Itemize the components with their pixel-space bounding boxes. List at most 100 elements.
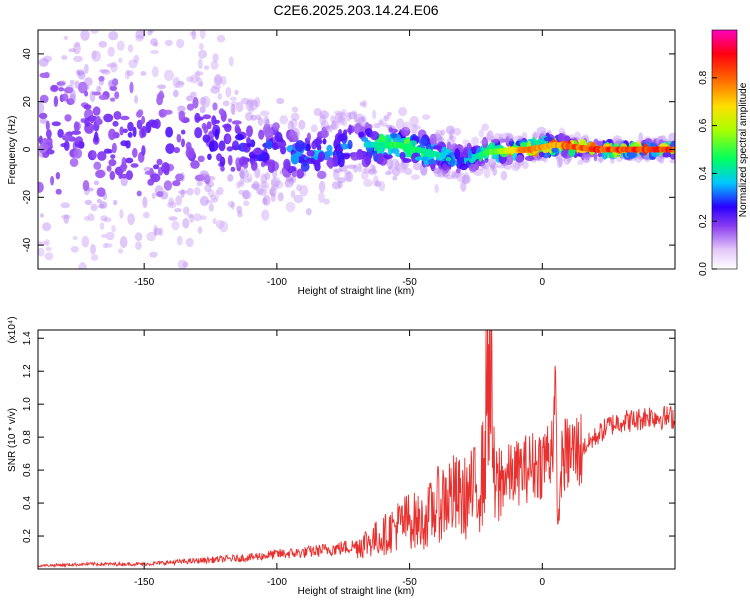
spectrogram-cell [61, 55, 68, 60]
spectrogram-cell [172, 76, 180, 89]
spectrogram-cells [38, 30, 675, 269]
spectrogram-cell [125, 140, 131, 149]
spectrogram-cell [463, 171, 470, 183]
spectrogram-cell [322, 130, 329, 138]
y-tick-label: 1.2 [22, 364, 33, 378]
spectrogram-cell [216, 34, 226, 43]
spectrogram-cell [97, 151, 107, 161]
spectrogram-cell [69, 93, 76, 105]
spectrogram-cell [662, 151, 672, 158]
spectrogram-cell [270, 179, 279, 188]
spectrogram-cell [254, 96, 261, 108]
spectrogram-cell [72, 235, 78, 241]
spectrogram-cell [385, 170, 391, 176]
spectrogram-cell [99, 201, 108, 209]
spectrogram-cell [505, 133, 510, 144]
spectrogram-cell [63, 214, 69, 224]
spectrogram-cell [81, 84, 90, 91]
y-tick-label: 1.4 [22, 331, 33, 345]
spectrogram-cell [372, 109, 377, 120]
spectrogram-cell [181, 138, 185, 148]
spectrogram-cell [98, 79, 104, 86]
spectrogram-cell [488, 157, 497, 169]
spectrogram-cell [442, 163, 448, 171]
spectrogram-cell [347, 139, 353, 150]
spectrogram-cell [135, 30, 146, 40]
spectrogram-cell [135, 34, 144, 42]
spectrogram-cell [420, 156, 430, 162]
spectrogram-cell [182, 261, 189, 268]
spectrogram-cell [489, 164, 495, 171]
spectrogram-cell [410, 124, 418, 136]
x-tick-label: -100 [267, 277, 287, 288]
spectrogram-cell [89, 115, 95, 124]
spectrogram-cell [298, 119, 306, 130]
spectrogram-cell [40, 241, 48, 246]
spectrogram-cell [378, 181, 386, 192]
spectrogram-cell [210, 194, 216, 201]
spectrogram-cell [236, 205, 242, 213]
spectrogram-cell [94, 131, 99, 143]
spectrogram-cell [46, 139, 53, 148]
spectrogram-cell [202, 134, 211, 143]
spectrogram-cell [195, 70, 201, 82]
spectrogram-cell [342, 118, 348, 127]
spectrogram-cell [250, 183, 260, 189]
spectrogram-cell [353, 111, 358, 123]
spectrogram-cell [343, 129, 348, 136]
spectrogram-cell [136, 190, 142, 197]
spectrogram-cell [107, 80, 113, 88]
spectrogram-cell [383, 154, 393, 159]
spectrogram-cell [149, 30, 155, 33]
spectrogram-cell [239, 168, 249, 180]
spectrogram-cell [310, 124, 318, 133]
spectrogram-panel: -150 -100 -50 0 -40 -20 0 20 40 Height of strai… [7, 29, 676, 297]
spectrogram-cell [242, 164, 248, 169]
spectrogram-cell [236, 181, 241, 189]
spectrogram-cell [251, 160, 258, 171]
spectrogram-cell [522, 161, 529, 169]
spectrogram-cell [364, 156, 372, 166]
spectrogram-cell [403, 121, 412, 131]
spectrogram-cell [220, 75, 227, 86]
spectrogram-cell [96, 198, 102, 204]
spectrogram-cell [38, 58, 49, 67]
spectrogram-cell [538, 151, 545, 158]
colorbar-label: Normalized spectral amplitude [738, 82, 749, 217]
spectrogram-cell [390, 132, 398, 139]
spectrogram-cell [276, 97, 285, 105]
spectrogram-cell [214, 128, 220, 141]
spectrogram-cell [186, 95, 193, 102]
spectrogram-cell [125, 69, 130, 80]
spectrogram-cell [177, 81, 185, 86]
spectrogram-cell [337, 115, 345, 126]
spectrogram-cell [387, 157, 394, 170]
spectrogram-cell [118, 57, 123, 64]
spectrogram-cell [186, 76, 194, 83]
spectrogram-cell [356, 148, 364, 161]
snr-scale-note: (x10⁴) [7, 316, 18, 343]
spectrogram-cell [69, 79, 75, 86]
spectrogram-cell [189, 74, 199, 84]
spectrogram-cell [153, 225, 158, 236]
spectrogram-cell [290, 112, 300, 122]
spectrogram-cell [340, 109, 347, 116]
spectrogram-cell [177, 259, 188, 269]
spectrogram-cell [272, 122, 280, 131]
spectrogram-cell [520, 142, 528, 148]
spectrogram-cell [199, 43, 204, 50]
spectrogram-cell [395, 118, 405, 131]
spectrogram-cell [434, 183, 439, 194]
spectrogram-cell [198, 58, 203, 70]
spectrogram-cell [246, 98, 254, 108]
spectrogram-cell [78, 81, 88, 94]
spectrogram-cell [63, 140, 70, 151]
spectrogram-cell [242, 189, 250, 200]
spectrogram-cell [147, 30, 153, 36]
spectrogram-cell [279, 115, 289, 125]
spectrogram-cell [81, 235, 90, 248]
spectrogram-cell [373, 175, 379, 187]
spectrogram-cell [397, 162, 407, 174]
spectrogram-cell [38, 241, 42, 246]
spectrogram-cell [651, 137, 658, 144]
